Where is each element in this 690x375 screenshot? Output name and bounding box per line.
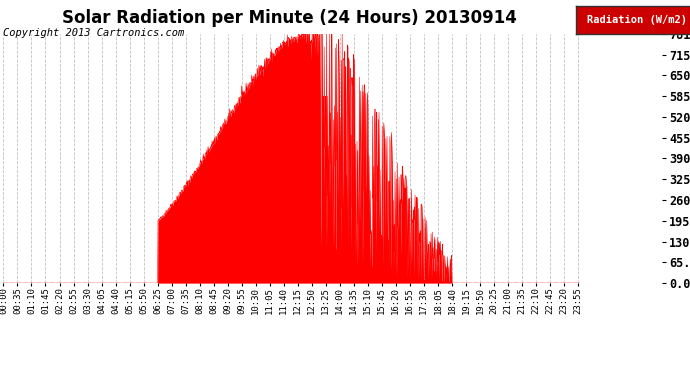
Text: Copyright 2013 Cartronics.com: Copyright 2013 Cartronics.com [3,28,185,38]
Text: Solar Radiation per Minute (24 Hours) 20130914: Solar Radiation per Minute (24 Hours) 20… [62,9,518,27]
Text: Radiation (W/m2): Radiation (W/m2) [586,15,687,25]
